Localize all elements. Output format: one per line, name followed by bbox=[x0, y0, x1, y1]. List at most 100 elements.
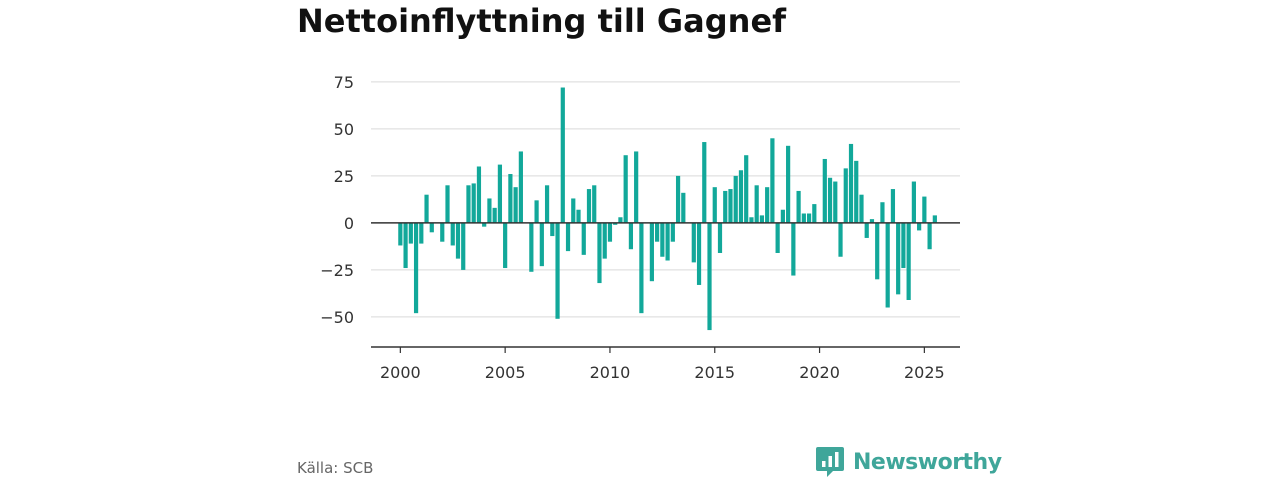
bar bbox=[702, 142, 707, 223]
bar bbox=[754, 185, 759, 223]
bar bbox=[765, 187, 770, 223]
bar bbox=[833, 181, 838, 223]
bar bbox=[440, 222, 445, 242]
bar bbox=[581, 222, 586, 255]
bar bbox=[707, 222, 712, 331]
y-tick-label: 0 bbox=[344, 214, 354, 233]
bar bbox=[738, 170, 744, 223]
source-note: Källa: SCB bbox=[297, 459, 374, 477]
x-tick-label: 2015 bbox=[694, 363, 735, 382]
bar bbox=[796, 190, 801, 223]
bar bbox=[424, 194, 429, 223]
bar bbox=[592, 185, 597, 223]
bar bbox=[649, 222, 654, 282]
newsworthy-logo-icon bbox=[816, 447, 844, 477]
bar bbox=[675, 175, 681, 223]
bar bbox=[408, 222, 413, 244]
bar bbox=[555, 222, 560, 319]
bar bbox=[513, 187, 518, 223]
bar bbox=[875, 222, 880, 280]
bar bbox=[806, 213, 812, 223]
bar bbox=[503, 222, 508, 269]
y-tick-label: 25 bbox=[334, 167, 354, 186]
y-tick-label: −50 bbox=[320, 308, 354, 327]
bar bbox=[791, 222, 796, 276]
bar bbox=[639, 222, 644, 314]
bar bbox=[880, 202, 885, 223]
bar bbox=[655, 222, 660, 242]
bar bbox=[917, 222, 922, 231]
axes bbox=[371, 222, 960, 353]
bar bbox=[398, 222, 403, 246]
bar bbox=[869, 219, 875, 223]
bar bbox=[571, 198, 576, 223]
bar bbox=[618, 217, 623, 223]
bar bbox=[413, 222, 419, 314]
bar bbox=[712, 187, 717, 223]
bar bbox=[445, 185, 450, 223]
bar bbox=[586, 189, 592, 223]
bar bbox=[497, 164, 503, 223]
bar bbox=[744, 155, 749, 223]
bar bbox=[733, 175, 738, 223]
bar bbox=[450, 222, 455, 246]
bar bbox=[759, 215, 765, 223]
x-tick-label: 2010 bbox=[590, 363, 631, 382]
bar bbox=[529, 222, 534, 272]
y-tick-label: 75 bbox=[334, 73, 354, 92]
bar bbox=[775, 222, 780, 253]
bar bbox=[827, 177, 833, 223]
bar bbox=[544, 185, 550, 223]
bar bbox=[550, 222, 555, 237]
bar bbox=[602, 222, 607, 259]
bar bbox=[455, 222, 461, 259]
x-tick-label: 2005 bbox=[485, 363, 526, 382]
bar bbox=[896, 222, 901, 295]
gridlines bbox=[371, 81, 960, 318]
bar bbox=[932, 215, 937, 223]
bar bbox=[419, 222, 424, 244]
bar bbox=[780, 209, 785, 223]
bar bbox=[696, 222, 702, 285]
bar bbox=[634, 151, 639, 223]
bar bbox=[843, 168, 848, 223]
x-tick-label: 2025 bbox=[904, 363, 945, 382]
bar bbox=[670, 222, 675, 242]
bar bbox=[885, 222, 890, 308]
bar bbox=[691, 222, 696, 263]
bar bbox=[534, 200, 539, 223]
bar bbox=[565, 222, 571, 252]
chart-title: Nettoinflyttning till Gagnef bbox=[297, 2, 787, 40]
y-tick-label: −25 bbox=[320, 261, 354, 280]
bar bbox=[681, 192, 686, 223]
bar bbox=[660, 222, 665, 257]
bar bbox=[597, 222, 602, 284]
bar bbox=[822, 158, 827, 223]
bar bbox=[911, 181, 916, 223]
brand-logo: Newsworthy bbox=[815, 446, 1002, 478]
bar bbox=[429, 222, 434, 233]
bar bbox=[508, 174, 513, 223]
bar bbox=[838, 222, 843, 257]
bar bbox=[607, 222, 613, 242]
bar bbox=[471, 183, 476, 223]
bar bbox=[728, 189, 733, 223]
bar bbox=[613, 222, 618, 225]
bar bbox=[482, 222, 487, 227]
bar bbox=[801, 213, 806, 223]
bar bbox=[890, 189, 896, 223]
bar bbox=[466, 185, 471, 223]
bar bbox=[403, 222, 408, 269]
bar bbox=[927, 222, 932, 250]
tick-labels: −50 −25 0 25 50 75 2000 2005 2010 2015 2020 2025 bbox=[320, 73, 944, 382]
bar bbox=[487, 198, 492, 223]
bar bbox=[623, 155, 628, 223]
bar bbox=[492, 207, 497, 223]
brand-name: Newsworthy bbox=[853, 449, 1002, 475]
bar bbox=[476, 166, 482, 223]
bar bbox=[854, 160, 859, 223]
bars bbox=[398, 87, 937, 331]
bar bbox=[749, 217, 754, 223]
bar bbox=[717, 222, 723, 253]
